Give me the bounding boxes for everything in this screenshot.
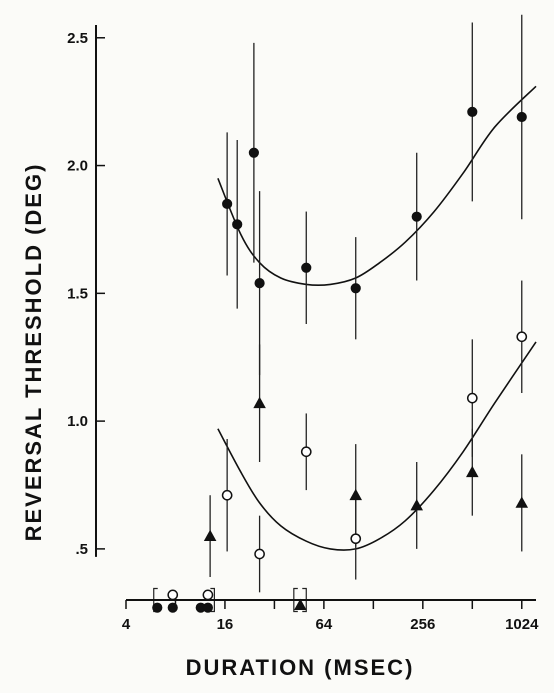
x-tick-label: 1024 <box>505 616 539 633</box>
y-tick-label: 1.0 <box>67 413 88 430</box>
below-threshold-mark <box>294 598 307 610</box>
filled-triangle-point <box>466 465 479 478</box>
filled-circle-point <box>254 278 265 289</box>
data-markers <box>152 106 529 613</box>
open-circle-point <box>221 489 233 501</box>
fit-curve <box>217 85 537 287</box>
filled-triangle-point <box>515 496 529 508</box>
y-tick-label: .5 <box>75 541 88 558</box>
open-circle-point <box>254 548 265 560</box>
filled-triangle-point <box>203 529 217 541</box>
open-circle-point <box>300 446 312 458</box>
below-threshold-mark <box>152 602 163 613</box>
filled-circle-point <box>350 283 361 294</box>
filled-circle-point <box>248 147 259 158</box>
fit-curves <box>217 85 537 551</box>
open-circle-point <box>516 331 528 343</box>
x-axis-title: DURATION (MSEC) <box>186 655 415 680</box>
y-axis-title: REVERSAL THRESHOLD (DEG) <box>21 163 46 542</box>
filled-circle-point <box>516 111 527 123</box>
filled-circle-point <box>467 106 478 117</box>
y-tick-label: 2.0 <box>67 158 88 175</box>
filled-circle-point <box>301 262 312 273</box>
open-circle-point <box>466 392 478 404</box>
x-tick-label: 64 <box>316 616 333 633</box>
filled-triangle-point <box>410 499 423 511</box>
below-threshold-mark <box>202 589 214 601</box>
fit-curve <box>217 341 537 551</box>
below-threshold-mark <box>167 589 179 601</box>
filled-triangle-point <box>253 396 266 409</box>
y-tick-label: 1.5 <box>67 285 88 302</box>
x-tick-label: 256 <box>410 616 435 633</box>
below-threshold-mark <box>202 602 213 613</box>
filled-triangle-point <box>349 488 363 501</box>
x-tick-label: 4 <box>122 616 131 633</box>
x-tick-label: 16 <box>217 616 234 633</box>
open-circle-point <box>350 533 362 545</box>
filled-circle-point <box>232 219 243 230</box>
error-bars <box>209 14 523 593</box>
axes: 4 16 64 256 1024 .5 1.0 1.5 2.0 2.5 <box>67 25 539 633</box>
filled-circle-point <box>222 198 233 209</box>
y-tick-label: 2.5 <box>67 30 88 47</box>
filled-circle-point <box>411 211 422 222</box>
